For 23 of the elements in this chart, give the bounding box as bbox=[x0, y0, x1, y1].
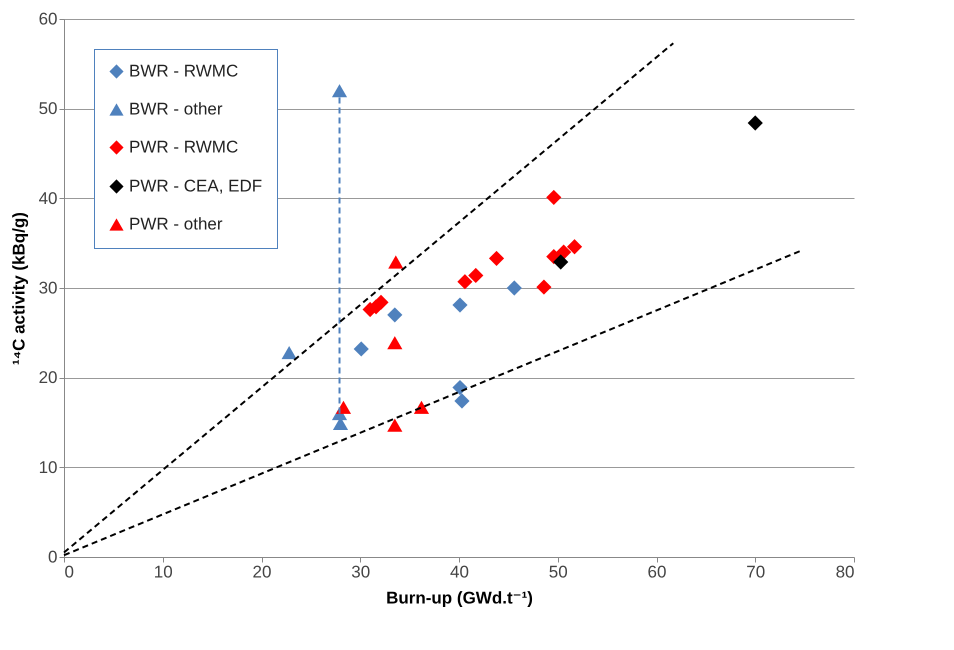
x-axis-title: Burn-up (GWd.t⁻¹) bbox=[386, 588, 533, 608]
x-tick-label: 50 bbox=[548, 562, 568, 582]
x-tick-label: 10 bbox=[154, 562, 173, 582]
x-tick-label: 60 bbox=[648, 562, 666, 582]
legend-label: BWR - other bbox=[129, 100, 223, 118]
legend-label: BWR - RWMC bbox=[129, 62, 238, 80]
x-tick-label: 70 bbox=[746, 562, 766, 582]
y-tick-label: 0 bbox=[48, 548, 58, 566]
y-tick-label: 20 bbox=[38, 368, 58, 388]
x-tick-label: 0 bbox=[64, 562, 74, 582]
y-tick-label: 10 bbox=[38, 458, 58, 477]
y-tick-label: 30 bbox=[38, 278, 58, 298]
y-tick-label: 40 bbox=[38, 188, 58, 208]
x-tick-label: 40 bbox=[450, 562, 469, 582]
y-tick-label: 60 bbox=[38, 10, 58, 28]
y-tick-label: 50 bbox=[38, 99, 58, 118]
x-tick-label: 20 bbox=[252, 562, 272, 582]
legend-label: PWR - CEA, EDF bbox=[129, 176, 262, 196]
legend-label: PWR - RWMC bbox=[129, 138, 238, 156]
x-tick-label: 30 bbox=[351, 562, 370, 582]
y-axis-title: ¹⁴C activity (kBq/g) bbox=[10, 212, 29, 365]
x-tick-label: 80 bbox=[836, 562, 854, 582]
legend-label: PWR - other bbox=[129, 214, 223, 234]
